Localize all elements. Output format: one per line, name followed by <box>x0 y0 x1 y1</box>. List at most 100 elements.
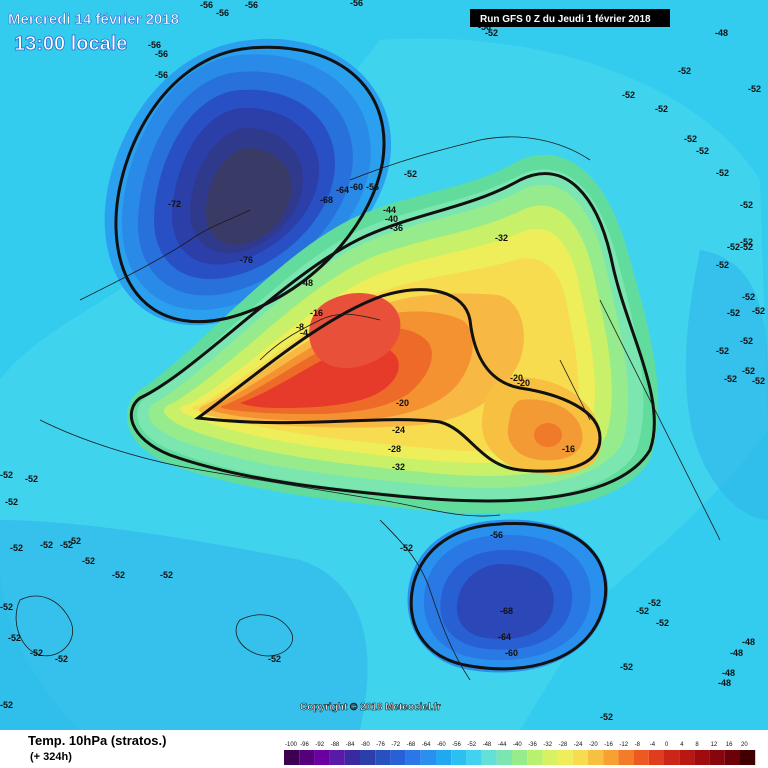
map-label: -52 <box>30 648 43 658</box>
scale-swatch <box>329 750 345 765</box>
scale-swatch <box>648 750 664 765</box>
scale-label: -12 <box>619 742 628 748</box>
copyright: Copyright © 2018 Meteociel.fr <box>300 702 441 713</box>
footer-subtitle: (+ 324h) <box>30 751 72 763</box>
map-label: -52 <box>678 66 691 76</box>
cold-vortex-northwest <box>104 38 392 326</box>
scale-swatch <box>664 750 680 765</box>
map-label: -52 <box>724 374 737 384</box>
map-label: -4 <box>300 328 308 338</box>
scale-swatch <box>542 750 558 765</box>
scale-swatch <box>633 750 649 765</box>
scale-label: -60 <box>437 742 446 748</box>
scale-label: -68 <box>407 742 416 748</box>
scale-swatch <box>344 750 360 765</box>
map-label: -52 <box>82 556 95 566</box>
map-value-labels: -56 -56 -56 -56 -52 -48 -56 -56 -56 -56 … <box>0 0 765 722</box>
scale-swatch <box>420 750 436 765</box>
scale-swatch <box>557 750 573 765</box>
map-label: -52 <box>748 84 761 94</box>
scale-swatch <box>284 750 300 765</box>
map-label: -52 <box>656 618 669 628</box>
map-label: -52 <box>648 598 661 608</box>
map-label: -48 <box>742 637 755 647</box>
contour-lines <box>114 45 656 671</box>
map-label: -20 <box>396 398 409 408</box>
map-label: -52 <box>600 712 613 722</box>
cold-vortex-southeast <box>407 519 609 673</box>
map-label: -52 <box>620 662 633 672</box>
footer-title: Temp. 10hPa (stratos.) <box>28 733 166 748</box>
map-label: -56 <box>245 0 258 10</box>
scale-label: -48 <box>483 742 492 748</box>
map-label: -20 <box>510 373 523 383</box>
scale-label: -52 <box>467 742 476 748</box>
map-label: -52 <box>10 543 23 553</box>
map-label: -52 <box>742 366 755 376</box>
scale-label: -8 <box>635 742 641 748</box>
map-label: -52 <box>716 346 729 356</box>
map-label: -52 <box>727 242 740 252</box>
coastlines <box>15 136 721 681</box>
scale-swatch <box>405 750 421 765</box>
scale-label: -20 <box>589 742 598 748</box>
map-label: -56 <box>155 70 168 80</box>
map-label: -52 <box>55 654 68 664</box>
scale-label: -36 <box>528 742 537 748</box>
map-label: -52 <box>740 336 753 346</box>
map-label: -76 <box>240 255 253 265</box>
map-label: -52 <box>740 200 753 210</box>
map-label: -56 <box>490 530 503 540</box>
map-label: -60 <box>505 648 518 658</box>
map-label: -72 <box>168 199 181 209</box>
warm-anomaly <box>126 154 659 514</box>
scale-label: -76 <box>376 742 385 748</box>
map-label: -52 <box>716 168 729 178</box>
scale-label: -64 <box>422 742 431 748</box>
field-blue-lower-left <box>0 520 368 730</box>
map-label: -52 <box>68 536 81 546</box>
map-label: -52 <box>25 474 38 484</box>
map-label: -16 <box>310 308 323 318</box>
scale-swatch <box>481 750 497 765</box>
map-label: -52 <box>716 260 729 270</box>
map-label: -52 <box>40 540 53 550</box>
map-label: -56 <box>148 40 161 50</box>
scale-label: -28 <box>559 742 568 748</box>
map-label: -16 <box>562 444 575 454</box>
scale-swatch <box>451 750 467 765</box>
map-label: -24 <box>392 425 405 435</box>
scale-label: 12 <box>711 742 718 748</box>
map-label: -52 <box>0 602 13 612</box>
map-label: -52 <box>60 540 73 550</box>
map-label: -64 <box>498 632 511 642</box>
scale-label: 20 <box>741 742 748 748</box>
scale-swatch <box>588 750 604 765</box>
scale-swatch <box>603 750 619 765</box>
map-label: -48 <box>300 278 313 288</box>
map-label: -52 <box>636 606 649 616</box>
scale-label: -40 <box>513 742 522 748</box>
scale-swatch <box>572 750 588 765</box>
scale-label: -32 <box>543 742 552 748</box>
scale-label: 16 <box>726 742 733 748</box>
map-label: -52 <box>0 470 13 480</box>
scale-label: 4 <box>680 742 684 748</box>
scale-swatch <box>679 750 695 765</box>
map-label: -52 <box>752 376 765 386</box>
field-blue-right <box>685 250 768 520</box>
scale-swatch <box>466 750 482 765</box>
map-label: -48 <box>715 28 728 38</box>
map-label: -44 <box>383 205 396 215</box>
scale-swatch <box>314 750 330 765</box>
map-label: -64 <box>336 185 349 195</box>
map-label: -56 <box>216 8 229 18</box>
map-label: -32 <box>392 462 405 472</box>
map-label: -40 <box>385 214 398 224</box>
scale-swatch <box>360 750 376 765</box>
map-label: -52 <box>400 543 413 553</box>
scale-label: 0 <box>665 742 669 748</box>
scale-label: -80 <box>361 742 370 748</box>
map-label: -52 <box>8 633 21 643</box>
map-label: -52 <box>268 654 281 664</box>
